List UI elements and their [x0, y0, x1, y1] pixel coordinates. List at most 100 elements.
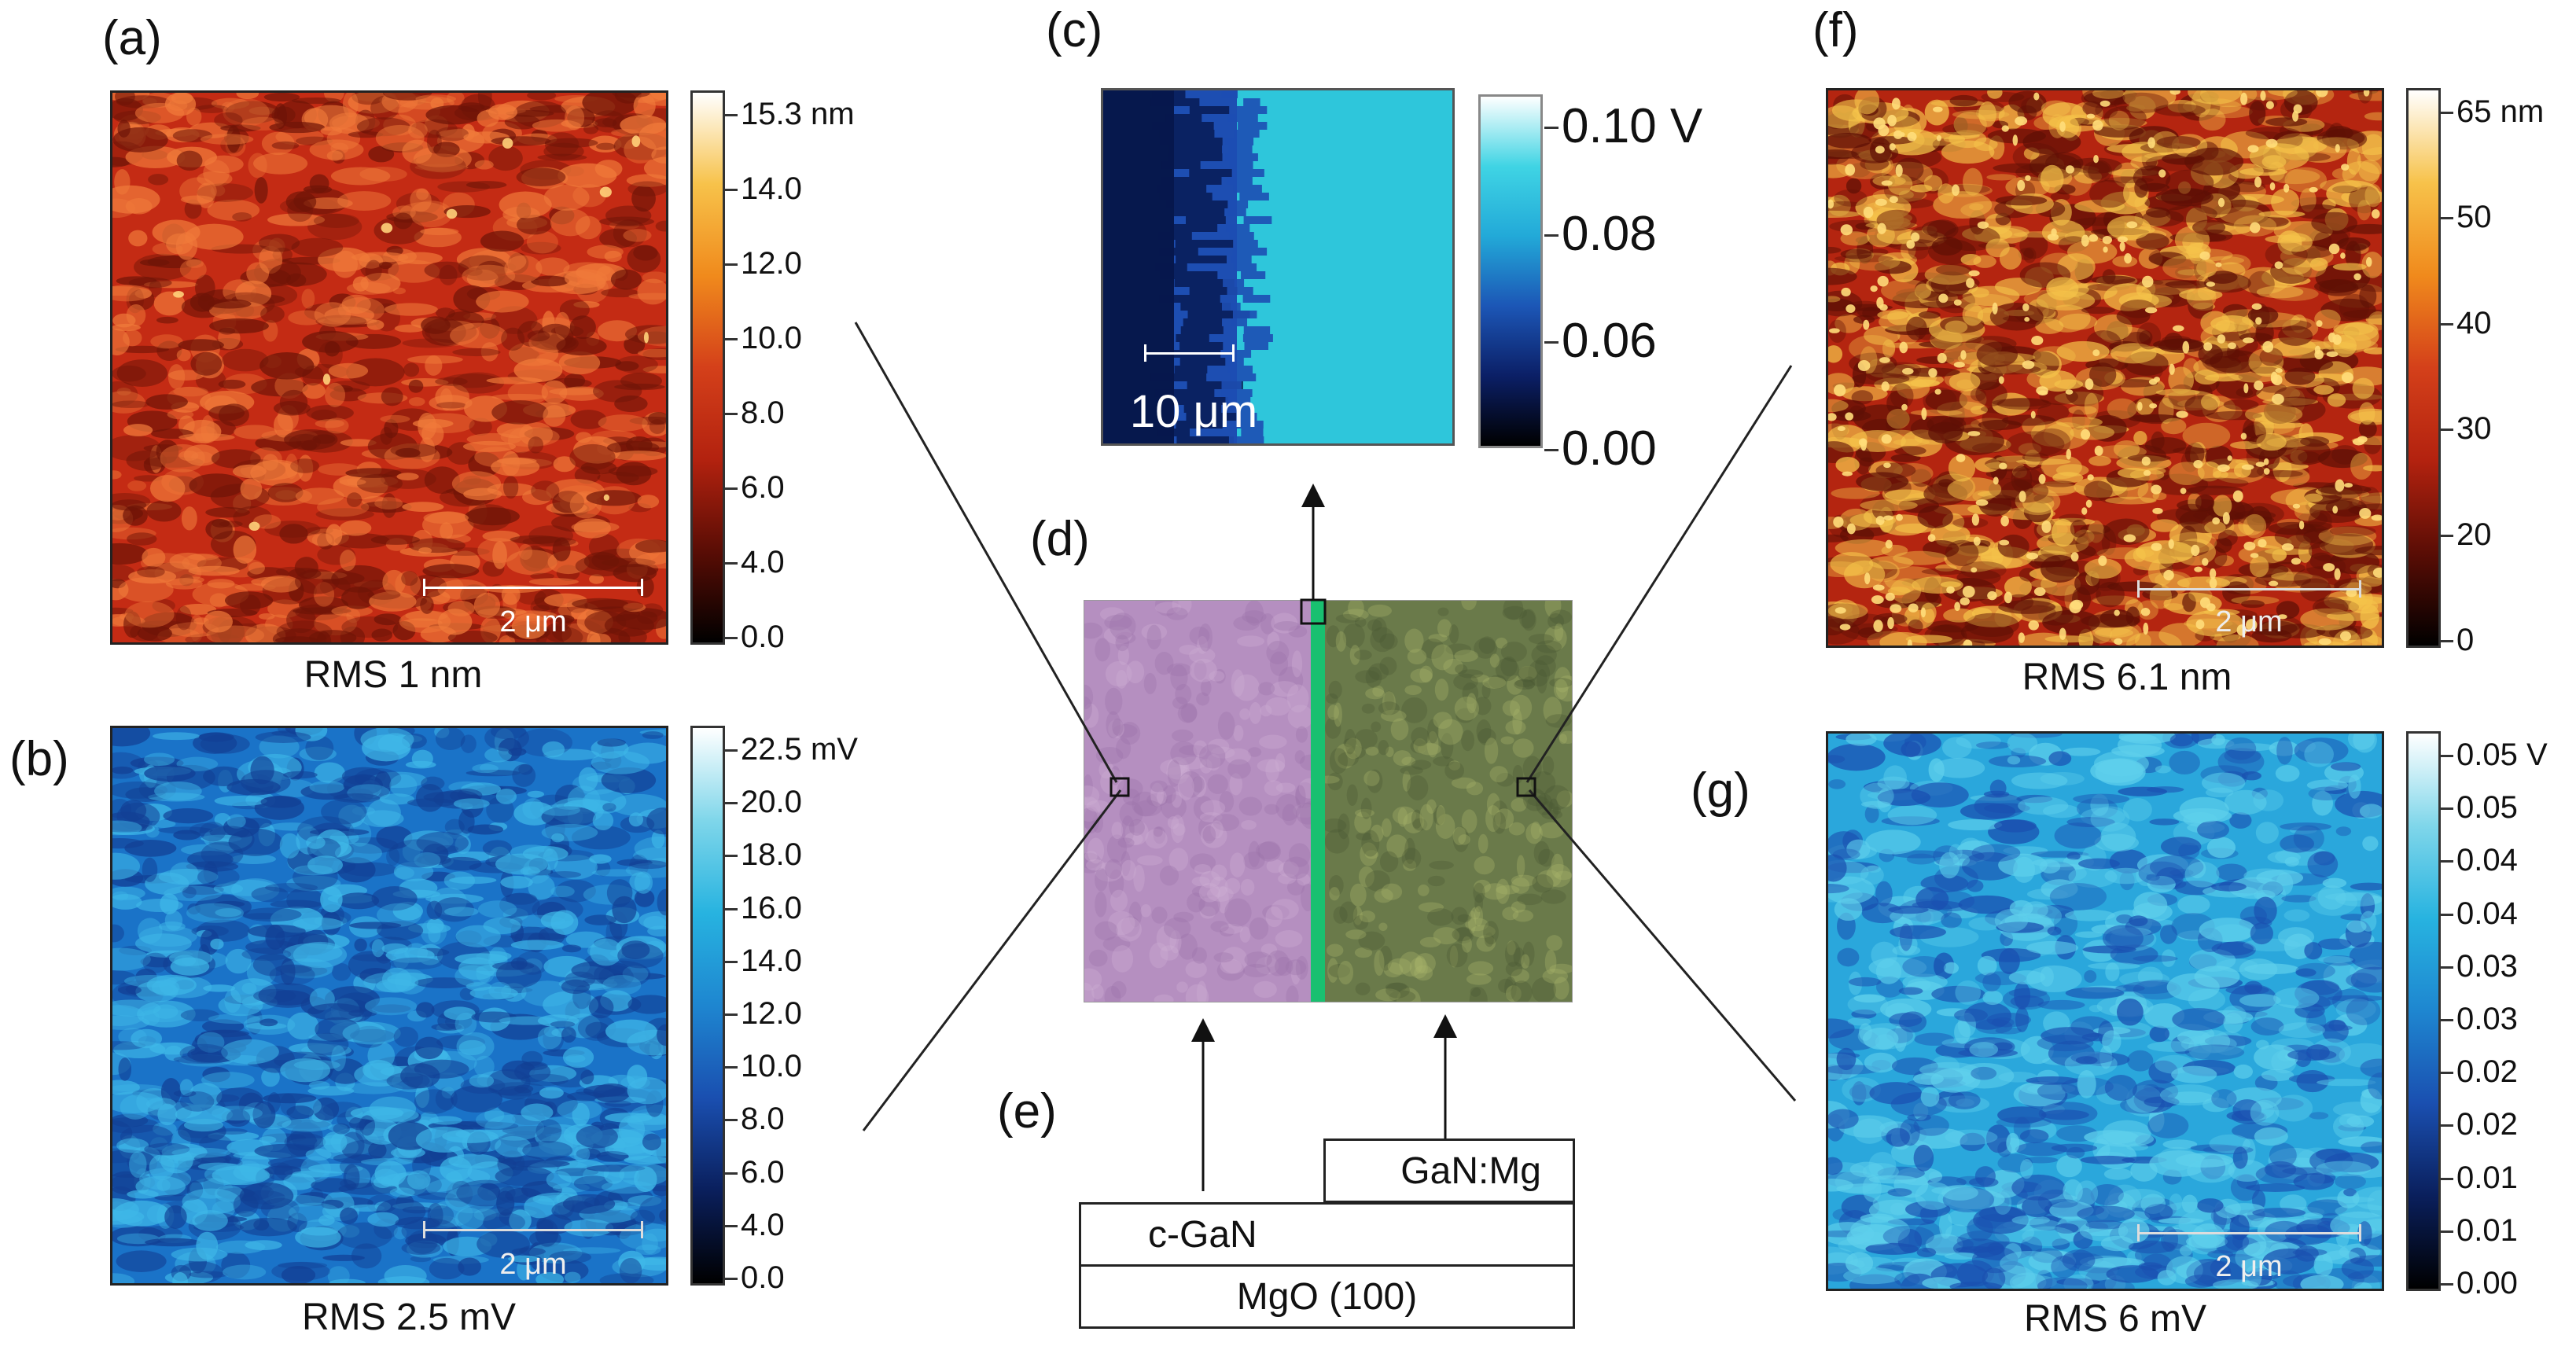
colorbar-tickmark	[723, 114, 738, 116]
colorbar-tickmark	[2439, 1283, 2453, 1286]
label-a: (a)	[102, 11, 162, 65]
colorbar-tick-label: 6.0	[741, 470, 785, 505]
rms-label-a: RMS 1 nm	[304, 654, 483, 696]
colorbar-tickmark	[2439, 755, 2453, 757]
colorbar-tickmark	[723, 637, 738, 639]
scale-label-c: 10 μm	[1129, 386, 1258, 437]
colorbar-tick-label: 4.0	[741, 1207, 785, 1242]
colorbar-tick-label: 0.0	[741, 1260, 785, 1295]
label-d: (d)	[1030, 512, 1090, 566]
colorbar-tickmark	[723, 562, 738, 565]
colorbar-tick-label: 0.03	[2456, 1002, 2518, 1036]
afm-image-g	[1826, 731, 2384, 1291]
colorbar-tick-label: 8.0	[741, 395, 785, 430]
colorbar-tickmark	[723, 802, 738, 805]
colorbar-tickmark	[723, 749, 738, 752]
label-e: (e)	[997, 1084, 1057, 1138]
colorbar-tickmark	[723, 1066, 738, 1069]
colorbar-tick-label: 0.02	[2456, 1107, 2518, 1142]
label-g: (g)	[1691, 763, 1750, 818]
colorbar-tick-label: 50	[2456, 200, 2492, 235]
scale-label-g: 2 μm	[2215, 1250, 2283, 1283]
colorbar-tickmark	[2439, 1072, 2453, 1075]
scale-bar-b	[423, 1221, 643, 1238]
layer-mgo: MgO (100)	[1079, 1264, 1575, 1329]
colorbar-tickmark	[723, 1013, 738, 1016]
colorbar-tick-label: 0.00	[1562, 421, 1657, 476]
rms-label-f: RMS 6.1 nm	[2022, 657, 2232, 698]
optical-image-d	[1084, 600, 1573, 1002]
colorbar-tick-label: 65 nm	[2456, 94, 2545, 129]
colorbar-tick-label: 14.0	[741, 943, 802, 978]
colorbar-b	[690, 726, 725, 1286]
colorbar-tickmark	[723, 189, 738, 191]
colorbar-tick-label: 0.01	[2456, 1160, 2518, 1195]
colorbar-tickmark	[1544, 449, 1558, 451]
colorbar-tick-label: 12.0	[741, 246, 802, 281]
colorbar-tick-label: 0	[2456, 623, 2475, 657]
layer-gan-mg-label: GaN:Mg	[1400, 1150, 1541, 1192]
colorbar-f	[2406, 88, 2441, 648]
colorbar-tick-label: 40	[2456, 305, 2492, 340]
connector-b-line	[862, 789, 1122, 1131]
scale-label-f: 2 μm	[2215, 605, 2283, 638]
colorbar-tickmark	[723, 1278, 738, 1280]
afm-image-a	[110, 90, 668, 645]
colorbar-tickmark	[723, 907, 738, 910]
colorbar-tick-label: 0.02	[2456, 1054, 2518, 1090]
colorbar-tickmark	[2439, 1019, 2453, 1021]
colorbar-tickmark	[2439, 112, 2453, 114]
label-b: (b)	[9, 732, 69, 786]
colorbar-tickmark	[2439, 429, 2453, 432]
scale-bar-a	[423, 579, 643, 596]
colorbar-a	[690, 90, 725, 645]
rms-label-b: RMS 2.5 mV	[301, 1297, 517, 1338]
colorbar-tickmark	[723, 263, 738, 266]
colorbar-tickmark	[723, 1172, 738, 1175]
colorbar-tickmark	[723, 960, 738, 963]
colorbar-tick-label: 0.04	[2456, 843, 2518, 878]
colorbar-tick-label: 20	[2456, 517, 2492, 552]
colorbar-tickmark	[723, 1119, 738, 1122]
colorbar-tickmark	[723, 1224, 738, 1227]
scale-bar-g	[2137, 1224, 2361, 1241]
colorbar-tickmark	[723, 855, 738, 858]
colorbar-tick-label: 0.10 V	[1562, 99, 1703, 153]
colorbar-tickmark	[723, 338, 738, 340]
colorbar-tickmark	[2439, 640, 2453, 642]
colorbar-tickmark	[2439, 322, 2453, 326]
colorbar-g	[2406, 731, 2441, 1291]
scale-label-a: 2 μm	[499, 605, 567, 638]
colorbar-tick-label: 0.01	[2456, 1212, 2518, 1248]
colorbar-tick-label: 8.0	[741, 1102, 785, 1137]
colorbar-tick-label: 14.0	[741, 171, 802, 206]
colorbar-tick-label: 0.03	[2456, 948, 2518, 984]
colorbar-tick-label: 15.3 nm	[741, 97, 855, 131]
layer-gan-mg: GaN:Mg	[1323, 1138, 1575, 1203]
colorbar-tickmark	[723, 487, 738, 490]
layer-mgo-label: MgO (100)	[1236, 1275, 1418, 1318]
colorbar-tick-label: 12.0	[741, 996, 802, 1031]
colorbar-tickmark	[1544, 127, 1558, 129]
colorbar-c	[1478, 94, 1543, 448]
label-f: (f)	[1812, 3, 1859, 57]
colorbar-tick-label: 18.0	[741, 837, 802, 873]
rms-label-g: RMS 6 mV	[2023, 1298, 2207, 1340]
scale-bar-c	[1144, 344, 1235, 362]
colorbar-tickmark	[1544, 341, 1558, 344]
colorbar-tickmark	[2439, 860, 2453, 863]
colorbar-tickmark	[2439, 534, 2453, 537]
colorbar-tickmark	[2439, 1230, 2453, 1233]
colorbar-tickmark	[2439, 1124, 2453, 1127]
colorbar-tickmark	[2439, 807, 2453, 811]
colorbar-tick-label: 20.0	[741, 785, 802, 820]
colorbar-tick-label: 0.05	[2456, 790, 2518, 826]
scale-bar-f	[2137, 580, 2361, 598]
colorbar-tickmark	[1544, 234, 1558, 237]
colorbar-tick-label: 0.0	[741, 620, 785, 654]
colorbar-tick-label: 4.0	[741, 545, 785, 579]
colorbar-tickmark	[2439, 913, 2453, 916]
colorbar-tickmark	[2439, 1177, 2453, 1180]
colorbar-tick-label: 0.00	[2456, 1266, 2518, 1300]
